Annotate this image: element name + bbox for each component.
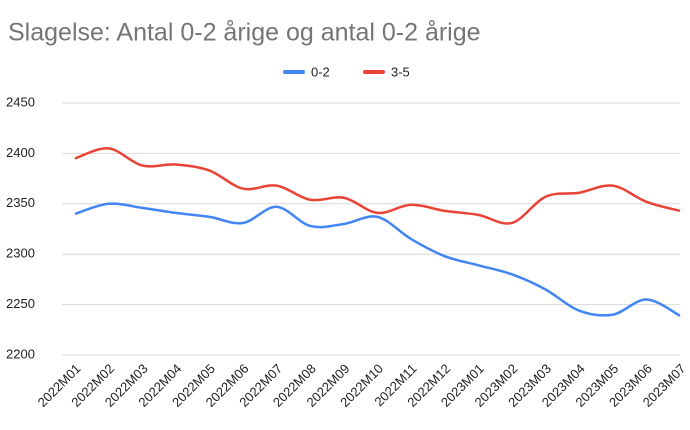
legend-label: 0-2 [311,64,330,79]
y-tick-label: 2300 [6,246,35,261]
y-tick-label: 2200 [6,346,35,361]
series-line [74,147,681,225]
series-line [74,202,681,317]
y-tick-label: 2350 [6,195,35,210]
legend-label: 3-5 [391,64,410,79]
y-tick-label: 2400 [6,145,35,160]
y-tick-label: 2450 [6,94,35,109]
chart-title: Slagelse: Antal 0-2 årige og antal 0-2 å… [8,19,481,47]
y-tick-label: 2250 [6,296,35,311]
